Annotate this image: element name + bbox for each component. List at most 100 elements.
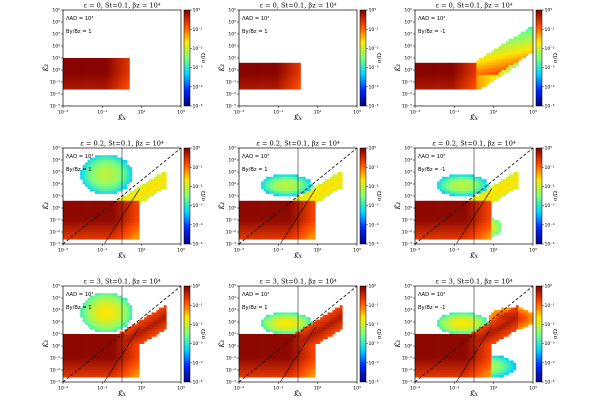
heatmap-cell xyxy=(476,67,480,71)
heatmap-cell xyxy=(112,370,115,373)
heatmap-cell xyxy=(263,222,267,226)
heatmap-cell xyxy=(99,310,103,313)
heatmap-cell xyxy=(97,367,101,371)
heatmap-cell xyxy=(87,353,91,356)
heatmap-cell xyxy=(90,307,93,311)
heatmap-cell xyxy=(109,215,113,218)
y-tick-label: 10⁻² xyxy=(402,230,412,236)
heatmap-cell xyxy=(293,84,296,88)
heatmap-cell xyxy=(104,326,108,330)
heatmap-cell xyxy=(268,70,272,73)
heatmap-cell xyxy=(139,196,143,199)
heatmap-cell xyxy=(327,179,331,182)
heatmap-cell xyxy=(92,203,96,206)
heatmap-cell xyxy=(278,224,282,228)
heatmap-cell xyxy=(258,224,262,228)
heatmap-cell xyxy=(82,60,86,64)
heatmap-cell xyxy=(97,324,101,328)
heatmap-cell xyxy=(442,191,445,194)
heatmap-cell xyxy=(90,305,93,308)
heatmap-cell xyxy=(102,232,106,235)
heatmap-cell xyxy=(285,179,289,182)
heatmap-cell xyxy=(446,229,450,233)
heatmap-cell xyxy=(427,86,431,90)
heatmap-cell xyxy=(87,236,91,240)
heatmap-cell xyxy=(97,365,101,368)
heatmap-cell xyxy=(109,60,113,64)
heatmap-cell xyxy=(503,193,507,197)
heatmap-cell xyxy=(486,62,490,66)
heatmap-cell xyxy=(263,86,267,90)
heatmap-cell xyxy=(283,215,287,218)
x-tick-label: 10³ xyxy=(177,110,185,116)
heatmap-cell xyxy=(161,324,165,328)
heatmap-cell xyxy=(112,205,115,209)
heatmap-cell xyxy=(80,224,84,228)
heatmap-cell xyxy=(305,234,309,238)
heatmap-cell xyxy=(114,358,118,361)
heatmap-cell xyxy=(80,205,84,209)
heatmap-cell xyxy=(469,70,472,73)
heatmap-cell xyxy=(102,370,106,373)
colorbar-tick-label: 10⁻³ xyxy=(545,203,555,209)
heatmap-cell xyxy=(486,200,490,204)
heatmap-cell xyxy=(99,343,103,347)
heatmap-cell xyxy=(449,82,453,85)
heatmap-cell xyxy=(151,334,155,337)
heatmap-cell xyxy=(476,229,480,233)
heatmap-cell xyxy=(513,43,517,47)
heatmap-cell xyxy=(317,184,321,187)
heatmap-cell xyxy=(258,227,262,230)
heatmap-cell xyxy=(126,86,130,90)
field-ratio-annotation: By/Bz = -1 xyxy=(418,167,445,173)
heatmap-cell xyxy=(80,208,84,211)
heatmap-cell xyxy=(258,215,262,218)
heatmap-cell xyxy=(444,224,448,228)
heatmap-cell xyxy=(449,184,453,187)
heatmap-cell xyxy=(300,232,304,235)
heatmap-cell xyxy=(146,184,150,187)
heatmap-cell xyxy=(119,362,123,366)
heatmap-cell xyxy=(469,205,472,209)
heatmap-cell xyxy=(461,174,465,178)
heatmap-cell xyxy=(461,181,465,185)
heatmap-cell xyxy=(129,370,133,373)
heatmap-cell xyxy=(476,184,480,187)
heatmap-cell xyxy=(119,220,123,223)
heatmap-cell xyxy=(77,208,81,211)
colorbar-tick-label: 10⁻⁵ xyxy=(193,104,203,110)
heatmap-cell xyxy=(243,70,247,73)
heatmap-cell xyxy=(94,334,98,337)
heatmap-cell xyxy=(437,67,440,71)
heatmap-cell xyxy=(451,74,455,78)
heatmap-cell xyxy=(263,74,267,78)
heatmap-cell xyxy=(92,355,96,359)
heatmap-cell xyxy=(459,184,463,187)
heatmap-cell xyxy=(158,184,162,187)
heatmap-cell xyxy=(246,365,250,368)
heatmap-cell xyxy=(97,326,101,330)
heatmap-cell xyxy=(72,212,76,216)
heatmap-cell xyxy=(131,348,135,352)
heatmap-cell xyxy=(469,179,472,182)
heatmap-cell xyxy=(63,365,66,368)
heatmap-cell xyxy=(97,329,101,332)
heatmap-cell xyxy=(325,193,328,197)
heatmap-cell xyxy=(119,312,123,316)
heatmap-cell xyxy=(72,370,76,373)
heatmap-cell xyxy=(126,77,130,80)
heatmap-cell xyxy=(248,338,252,342)
heatmap-cell xyxy=(109,234,113,238)
heatmap-cell xyxy=(496,224,499,228)
heatmap-cell xyxy=(102,224,106,228)
heatmap-cell xyxy=(107,346,111,349)
heatmap-cell xyxy=(102,338,106,342)
heatmap-cell xyxy=(107,181,111,185)
heatmap-cell xyxy=(266,227,269,230)
heatmap-cell xyxy=(90,346,93,349)
heatmap-cell xyxy=(99,160,103,163)
heatmap-cell xyxy=(77,374,81,378)
heatmap-cell xyxy=(449,227,453,230)
colorbar-tick-label: 10⁻⁴ xyxy=(545,222,555,228)
heatmap-cell xyxy=(102,336,106,340)
